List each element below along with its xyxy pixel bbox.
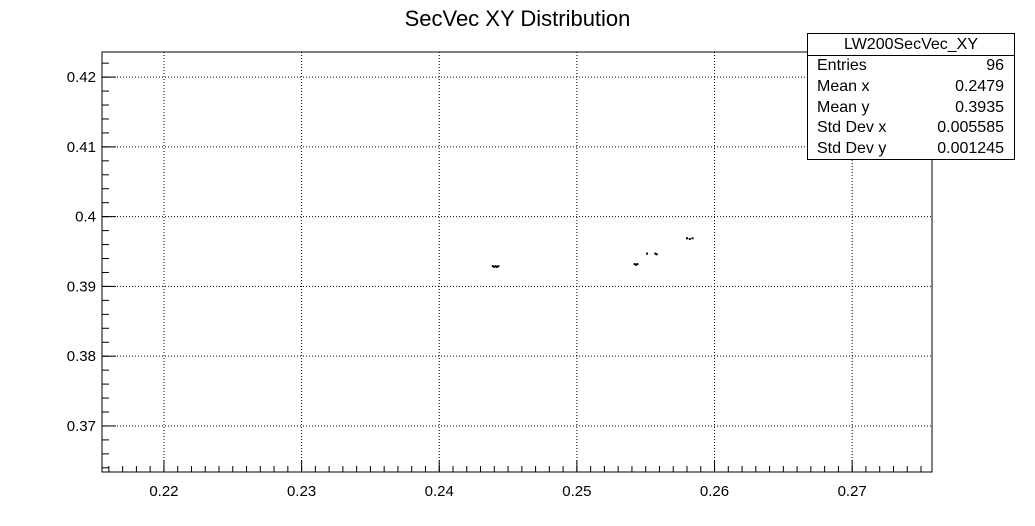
chart-title: SecVec XY Distribution [404,6,631,31]
data-point [691,237,694,240]
x-tick-label: 0.24 [425,483,454,500]
stats-row-mean-x: Mean x 0.2479 [808,77,1014,98]
y-tick-label: 0.4 [75,209,96,226]
tick-labels: 0.22 0.23 0.24 0.25 0.26 0.27 0.37 0.38 0.39 0.4 0… [67,69,867,500]
data-point [636,263,639,266]
stats-label: Std Dev x [817,119,887,137]
data-point [633,263,636,266]
stats-row-std-dev-y: Std Dev y 0.001245 [808,139,1014,160]
data-point [646,252,649,255]
stats-row-mean-y: Mean y 0.3935 [808,98,1014,119]
data-point [688,237,691,240]
stats-label: Mean y [817,98,870,116]
data-point [494,265,497,268]
stats-label: Entries [817,57,867,74]
stats-value: 0.001245 [937,140,1004,158]
data-point [491,265,494,268]
grid-lines [102,52,932,472]
data-point [493,265,496,268]
stats-title: LW200SecVec_XY [808,34,1014,56]
data-point [635,263,638,266]
plot-frame [101,51,933,473]
stats-box: LW200SecVec_XY Entries 96 Mean x 0.2479 … [807,33,1015,160]
y-tick-label: 0.42 [67,69,96,86]
stats-row-std-dev-x: Std Dev x 0.005585 [808,118,1014,139]
data-point [655,253,658,256]
data-point [496,265,499,268]
x-tick-label: 0.27 [838,483,867,500]
stats-value: 0.3935 [955,98,1004,116]
y-tick-label: 0.39 [67,278,96,295]
stats-value: 0.005585 [937,119,1004,137]
x-tick-label: 0.22 [149,483,178,500]
data-point [685,237,688,240]
stats-label: Mean x [817,77,870,95]
data-point [497,265,500,268]
y-tick-label: 0.38 [67,348,96,365]
stats-row-entries: Entries 96 [808,56,1014,77]
data-points [491,237,694,268]
y-tick-label: 0.37 [67,418,96,435]
stats-label: Std Dev y [817,140,887,158]
x-tick-label: 0.26 [700,483,729,500]
axis-ticks [102,62,922,472]
data-point [654,252,657,255]
x-tick-label: 0.23 [287,483,316,500]
x-tick-label: 0.25 [562,483,591,500]
stats-value: 96 [986,57,1004,74]
y-tick-label: 0.41 [67,139,96,156]
stats-value: 0.2479 [955,77,1004,95]
